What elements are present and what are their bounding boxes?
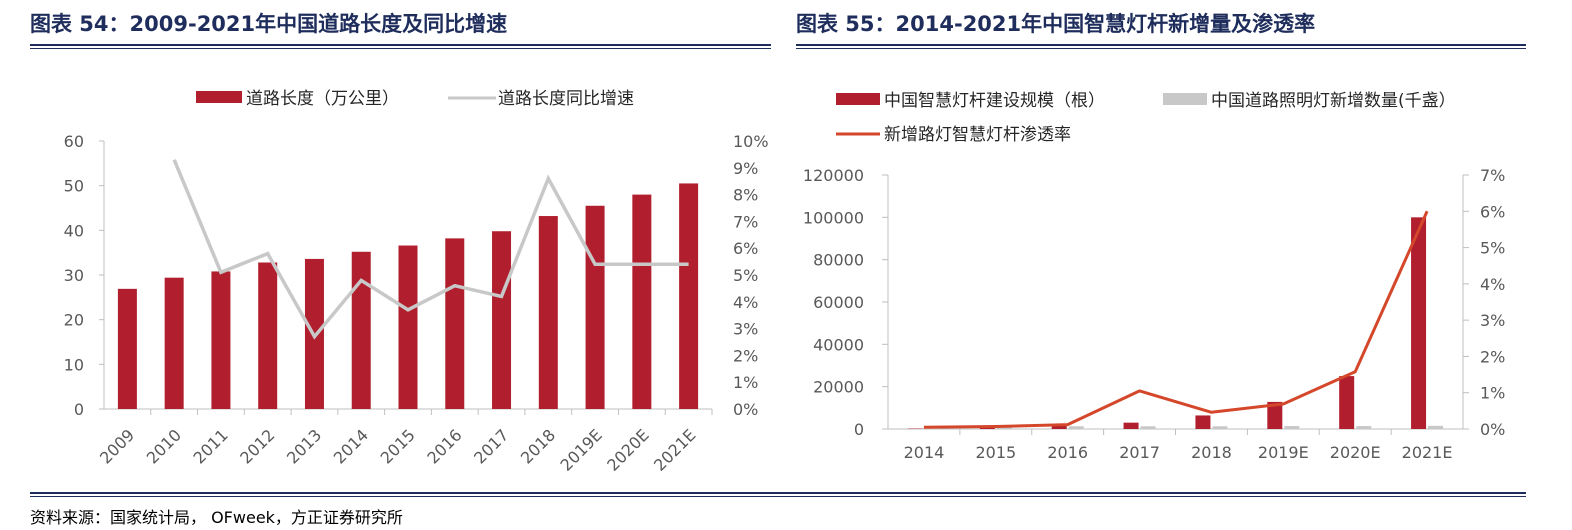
left-chart-right-tick-label: 9%	[733, 159, 758, 178]
right-chart-bar-street-light	[1356, 426, 1372, 429]
right-chart-left-tick-label: 120000	[803, 166, 864, 185]
left-chart-x-tick-label: 2016	[423, 425, 465, 467]
right-chart-right-tick-label: 7%	[1480, 166, 1505, 185]
right-chart-x-tick-label: 2021E	[1402, 443, 1453, 462]
right-chart-bar-smart-pole	[1051, 424, 1067, 429]
left-chart-right-tick-label: 3%	[733, 320, 758, 339]
right-chart-bar-street-light	[1212, 426, 1228, 429]
left-chart-bar	[679, 183, 699, 409]
right-chart-bar-smart-pole	[1267, 401, 1283, 429]
left-chart-growth-line	[172, 159, 689, 340]
left-chart-left-tick-label: 20	[64, 311, 84, 330]
right-chart-x-tick-label: 2017	[1119, 443, 1160, 462]
right-chart-bar-street-light	[1284, 426, 1300, 429]
right-legend-smart-pole-label: 中国智慧灯杆建设规模（根）	[884, 91, 1105, 111]
right-legend-street-light-swatch	[1163, 93, 1207, 105]
right-chart-right-tick-label: 5%	[1480, 239, 1505, 258]
left-chart-x-tick-label: 2019E	[557, 425, 606, 474]
left-chart-right-tick-label: 5%	[733, 266, 758, 285]
source-note: 资料来源：国家统计局， OFweek，方正证券研究所	[30, 508, 403, 527]
left-chart-x-tick-label: 2011	[190, 425, 232, 467]
left-chart-right-tick-label: 6%	[733, 239, 758, 258]
right-chart-bar-smart-pole	[1339, 376, 1355, 429]
right-chart-x-tick-label: 2020E	[1330, 443, 1381, 462]
right-chart-bar-street-light	[1428, 425, 1444, 429]
right-chart-left-tick-label: 100000	[803, 208, 864, 227]
left-chart-left-tick-label: 30	[64, 266, 84, 285]
left-chart-bar	[585, 205, 605, 409]
right-legend-smart-pole-swatch	[836, 93, 880, 105]
right-chart-bar-smart-pole	[1411, 217, 1427, 429]
left-chart-x-tick-label: 2010	[143, 425, 185, 467]
left-chart-left-tick-label: 50	[64, 177, 84, 196]
left-legend-line-label: 道路长度同比增速	[498, 89, 634, 109]
left-chart-x-tick-label: 2012	[236, 425, 278, 467]
left-chart-bar	[351, 251, 371, 409]
right-chart-bar-street-light	[1068, 426, 1084, 429]
left-chart-x-tick-label: 2013	[283, 425, 325, 467]
right-chart-bar-smart-pole	[1195, 415, 1211, 429]
right-chart-left-tick-label: 20000	[813, 378, 864, 397]
right-chart-left-tick-label: 0	[854, 420, 864, 439]
left-chart-right-tick-label: 0%	[733, 400, 758, 419]
right-chart-bar-smart-pole	[979, 427, 995, 429]
left-chart-x-tick-label: 2009	[96, 425, 138, 467]
right-chart-right-tick-label: 4%	[1480, 275, 1505, 294]
left-chart-left-tick-label: 40	[64, 221, 84, 240]
left-chart-x-tick-label: 2017	[470, 425, 512, 467]
right-chart-right-tick-label: 3%	[1480, 311, 1505, 330]
right-chart-x-tick-label: 2016	[1047, 443, 1088, 462]
right-chart-x-tick-label: 2014	[904, 443, 945, 462]
right-chart-x-tick-label: 2018	[1191, 443, 1232, 462]
right-title-rule	[796, 44, 1526, 46]
left-chart-right-tick-label: 4%	[733, 293, 758, 312]
left-figure-title: 图表 54：2009-2021年中国道路长度及同比增速	[30, 12, 508, 36]
right-legend-street-light-label: 中国道路照明灯新增数量(千盏）	[1211, 91, 1456, 111]
footer-rule-thin	[30, 496, 1526, 497]
left-chart-right-tick-label: 7%	[733, 212, 758, 231]
left-title-rule-thin	[30, 48, 771, 49]
left-legend-bar-label: 道路长度（万公里）	[246, 89, 399, 109]
left-chart-x-tick-label: 2014	[330, 425, 372, 467]
right-legend-line-label: 新增路灯智慧灯杆渗透率	[884, 125, 1071, 145]
left-chart-x-tick-label: 2015	[377, 425, 419, 467]
left-chart-x-tick-label: 2021E	[650, 425, 699, 474]
right-chart-x-tick-label: 2019E	[1258, 443, 1309, 462]
left-chart-left-tick-label: 60	[64, 132, 84, 151]
footer-rule	[30, 492, 1526, 494]
left-chart-left-tick-label: 0	[74, 400, 84, 419]
left-chart-bar	[258, 262, 278, 409]
right-chart-left-tick-label: 40000	[813, 335, 864, 354]
left-legend-bar-swatch	[196, 91, 242, 103]
right-chart-right-tick-label: 0%	[1480, 420, 1505, 439]
left-chart-right-tick-label: 2%	[733, 346, 758, 365]
left-chart-right-tick-label: 1%	[733, 373, 758, 392]
left-chart-bar	[164, 277, 184, 409]
right-chart-bar-street-light	[1140, 426, 1156, 429]
left-title-rule	[30, 44, 771, 46]
left-chart-bar	[398, 245, 418, 409]
right-chart-left-tick-label: 60000	[813, 293, 864, 312]
left-chart-right-tick-label: 10%	[733, 132, 769, 151]
left-chart-bar	[445, 238, 465, 409]
right-chart-right-tick-label: 6%	[1480, 202, 1505, 221]
left-chart-bar	[492, 231, 512, 409]
right-chart-x-tick-label: 2015	[975, 443, 1016, 462]
left-chart-x-tick-label: 2020E	[603, 425, 652, 474]
left-chart-bar	[211, 271, 231, 409]
right-chart-right-tick-label: 2%	[1480, 347, 1505, 366]
left-chart-bar	[117, 288, 137, 409]
left-chart-bar	[538, 216, 558, 409]
left-chart-left-tick-label: 10	[64, 355, 84, 374]
right-chart-penetration-line	[923, 210, 1429, 429]
right-chart-left-tick-label: 80000	[813, 251, 864, 270]
right-figure-title: 图表 55：2014-2021年中国智慧灯杆新增量及渗透率	[796, 12, 1316, 36]
right-chart-right-tick-label: 1%	[1480, 384, 1505, 403]
left-chart-bar	[632, 194, 652, 409]
left-chart-x-tick-label: 2018	[517, 425, 559, 467]
left-chart-right-tick-label: 8%	[733, 186, 758, 205]
right-chart-bar-smart-pole	[1123, 422, 1139, 429]
right-title-rule-thin	[796, 48, 1526, 49]
